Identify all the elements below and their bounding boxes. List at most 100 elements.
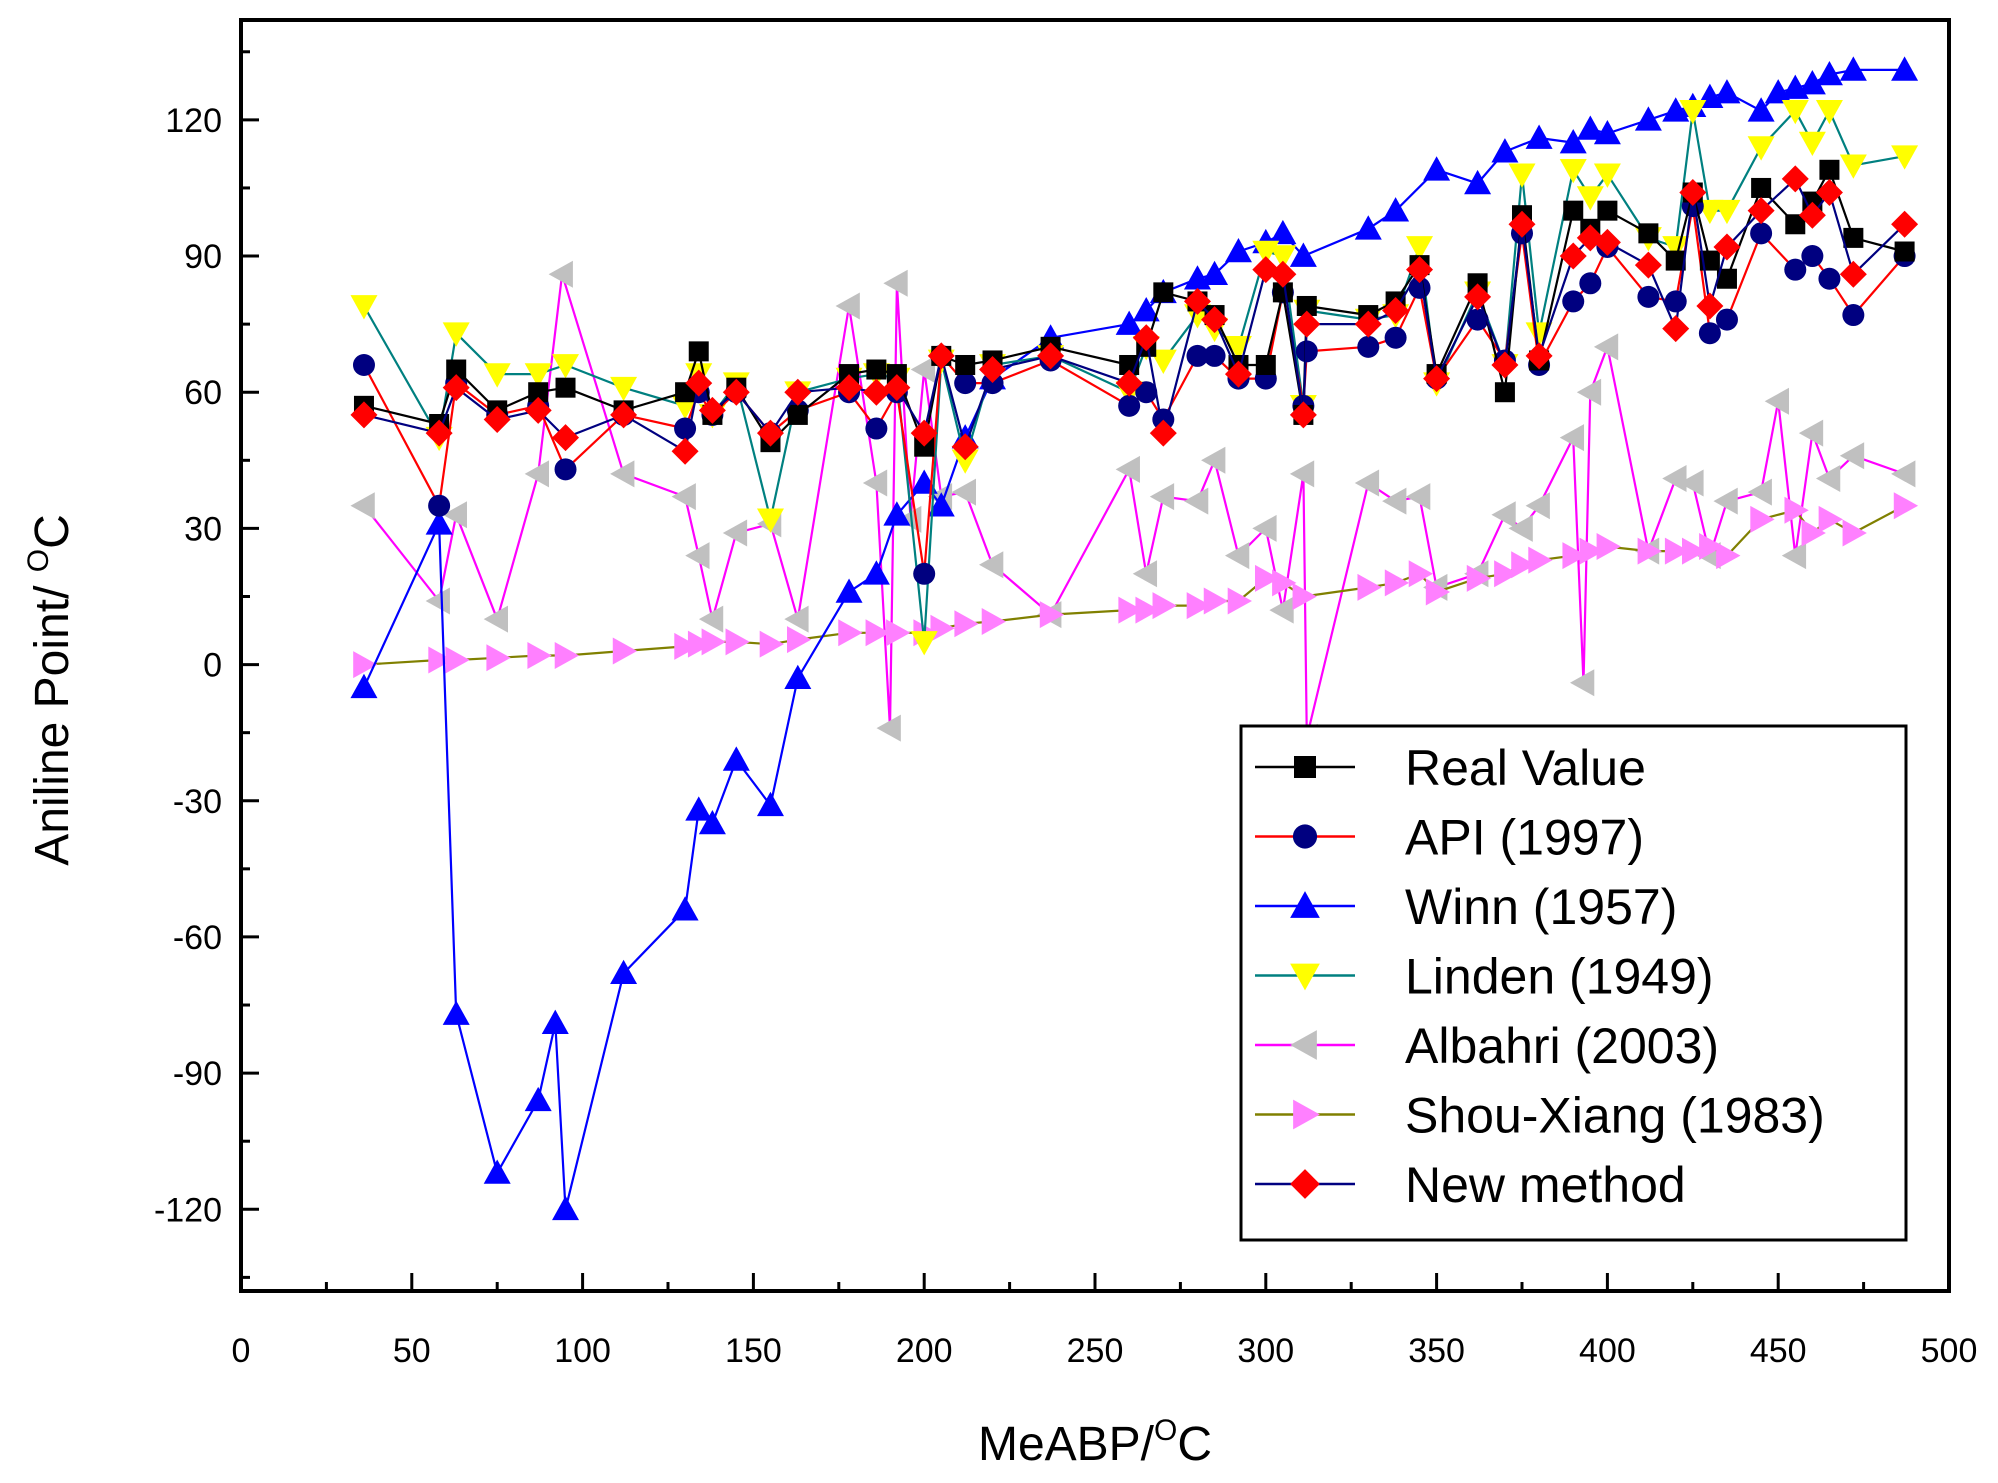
data-point-shou-xiang-1983 [1562,542,1587,570]
data-point-api-1997 [865,417,888,440]
data-point-albahri-2003 [1839,442,1865,470]
data-point-linden-1949 [1839,154,1867,179]
x-tick-label: 450 [1750,1332,1807,1370]
data-point-winn-1957 [1491,138,1519,163]
data-point-linden-1949 [756,508,784,533]
data-point-winn-1957 [722,746,750,771]
data-point-linden-1949 [442,322,470,347]
data-point-linden-1949 [1815,99,1843,125]
data-point-new-method [1289,401,1317,429]
data-point-shou-xiang-1983 [1408,560,1434,588]
data-point-shou-xiang-1983 [1716,542,1741,570]
data-point-albahri-2003 [1679,469,1704,497]
data-point-new-method [1696,292,1724,320]
data-point-api-1997 [1579,272,1602,295]
data-point-new-method [698,396,726,424]
data-point-new-method [1508,210,1536,238]
data-point-new-method [784,378,812,406]
data-point-shou-xiang-1983 [428,646,453,674]
data-point-winn-1957 [927,492,955,517]
legend-label: Real Value [1405,740,1646,796]
data-point-shou-xiang-1983 [1118,596,1143,624]
data-point-linden-1949 [1781,99,1809,125]
data-point-shou-xiang-1983 [1152,592,1177,620]
data-point-real-value [1153,282,1174,303]
data-point-real-value [1272,282,1293,303]
data-point-albahri-2003 [1406,483,1431,511]
data-point-api-1997 [428,494,451,517]
data-point-shou-xiang-1983 [527,642,552,669]
data-point-linden-1949 [1576,186,1604,211]
data-point-albahri-2003 [698,605,724,633]
data-point-real-value [446,359,467,380]
data-point-new-method [671,437,699,465]
data-point-albahri-2003 [1149,483,1175,511]
data-point-winn-1957 [1132,297,1160,322]
legend-box [1239,724,1908,1242]
data-point-linden-1949 [483,363,511,388]
data-point-real-value [1296,295,1317,316]
data-point-winn-1957 [1382,197,1410,222]
x-tick-label: 400 [1579,1332,1636,1370]
series-albahri-2003 [350,260,1916,751]
data-point-linden-1949 [1662,236,1690,261]
data-point-linden-1949 [1559,158,1587,184]
data-point-real-value [528,382,549,403]
legend-item-albahri-2003: Albahri (2003) [1255,1018,1719,1074]
data-point-winn-1957 [862,560,890,585]
data-point-albahri-2003 [876,714,901,742]
data-point-new-method [979,356,1007,384]
data-point-new-method [1815,178,1843,206]
data-point-albahri-2003 [610,460,635,488]
data-point-api-1997 [1466,308,1489,331]
data-point-winn-1957 [835,578,863,603]
x-tick-label: 200 [896,1332,953,1370]
data-point-new-method [862,378,890,406]
data-point-new-method [1132,324,1160,352]
data-point-shou-xiang-1983 [674,632,699,660]
data-point-new-method [883,374,911,402]
data-point-albahri-2003 [425,587,450,615]
legend-label: Winn (1957) [1405,879,1677,935]
series-shou-xiang-1983 [353,492,1919,679]
data-point-albahri-2003 [1252,514,1277,542]
data-point-real-value [839,364,860,385]
series-layer [350,56,1919,1221]
data-point-shou-xiang-1983 [886,619,911,647]
data-point-winn-1957 [1576,115,1604,140]
data-point-api-1997 [1118,394,1141,417]
data-point-shou-xiang-1983 [1596,533,1621,561]
data-point-albahri-2003 [1224,542,1250,570]
data-point-new-method [1464,283,1492,311]
data-point-albahri-2003 [1798,419,1824,447]
data-point-new-method [951,433,979,461]
data-point-api-1997 [1842,304,1865,327]
legend-label: Shou-Xiang (1983) [1405,1088,1825,1144]
data-point-shou-xiang-1983 [1784,496,1809,524]
data-point-api-1997 [352,353,375,376]
data-point-new-method [442,374,470,402]
data-point-linden-1949 [1508,163,1536,188]
data-point-shou-xiang-1983 [1682,537,1707,565]
data-point-new-method [1559,242,1587,270]
data-point-winn-1957 [524,1086,552,1112]
data-point-winn-1957 [1713,79,1741,104]
data-point-albahri-2003 [1201,446,1226,474]
y-tick-label: 60 [184,374,222,412]
data-point-albahri-2003 [1593,333,1619,361]
data-point-albahri-2003 [1662,464,1687,492]
data-point-api-1997 [674,417,697,440]
data-point-new-method [610,401,638,429]
data-point-new-method [1491,351,1519,379]
data-point-linden-1949 [1593,163,1621,188]
y-tick-label: -30 [173,783,222,821]
data-point-linden-1949 [1269,245,1297,270]
data-point-new-method [835,374,863,402]
data-point-albahri-2003 [1491,501,1516,529]
data-point-api-1997 [1750,222,1773,245]
y-axis-ticks: -120 -90 -60 -30 0 30 60 90 120 [154,50,259,1279]
data-point-shou-xiang-1983 [759,630,784,658]
data-point-new-method [927,342,955,370]
data-point-api-1997 [913,562,936,585]
data-point-new-method [1382,297,1410,325]
